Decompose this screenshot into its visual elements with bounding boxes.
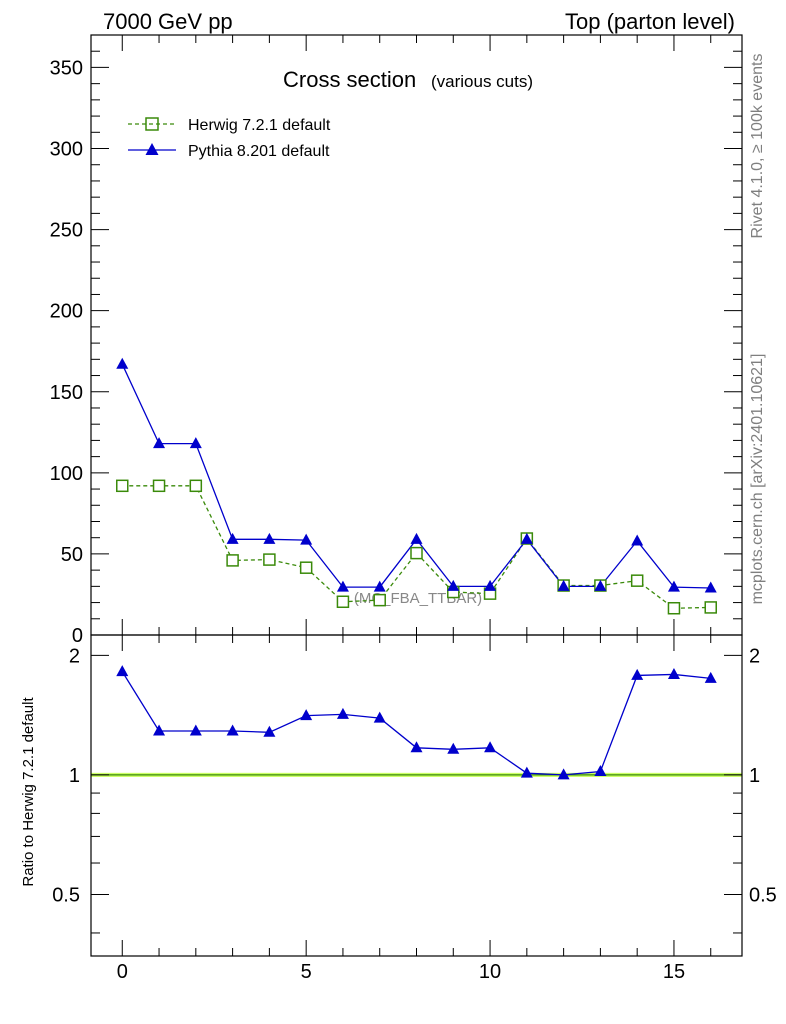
ratio-y-label: Ratio to Herwig 7.2.1 default — [20, 697, 37, 887]
herwig-point — [667, 601, 681, 615]
header-right: Top (parton level) — [565, 9, 735, 34]
ratio-pythia-point — [594, 764, 607, 776]
ratio-pythia-point — [226, 724, 239, 736]
ratio-pythia-point — [263, 725, 276, 737]
legend: Herwig 7.2.1 default Pythia 8.201 defaul… — [128, 117, 331, 160]
herwig-point — [336, 595, 350, 609]
herwig-point — [410, 546, 423, 560]
ratio-pythia-point — [189, 724, 202, 736]
y-tick-label: 100 — [50, 463, 83, 485]
chart-title: Cross section — [283, 67, 416, 92]
ratio-y-tick-label: 1 — [69, 765, 80, 787]
ratio-pythia-point — [667, 667, 680, 679]
pythia-point — [189, 437, 202, 449]
pythia-point — [447, 579, 460, 591]
ratio-y-tick-label: 2 — [69, 645, 80, 667]
pythia-point — [520, 532, 533, 544]
herwig-series-line — [122, 485, 711, 609]
header-left: 7000 GeV pp — [103, 9, 233, 34]
ratio-pythia-point — [557, 768, 570, 780]
legend-herwig-label: Herwig 7.2.1 default — [188, 117, 331, 134]
pythia-point — [557, 579, 570, 591]
ratio-pythia-point — [631, 668, 644, 680]
y-tick-label: 350 — [50, 57, 83, 79]
pythia-point — [226, 532, 239, 544]
pythia-point — [153, 437, 166, 449]
herwig-point — [630, 574, 644, 587]
ratio-pythia-line — [121, 671, 711, 776]
ratio-pythia-point — [410, 741, 423, 753]
legend-herwig-marker — [145, 117, 159, 131]
x-tick-label: 10 — [479, 961, 501, 983]
y-tick-label: 200 — [50, 301, 83, 323]
ratio-pythia-point — [520, 766, 533, 778]
ratio-pythia-point — [153, 724, 166, 736]
ratio-plot-frame — [90, 634, 743, 957]
ratio-pythia-point — [300, 709, 313, 721]
legend-pythia-marker — [145, 143, 159, 155]
chart-subtitle: (various cuts) — [431, 72, 533, 91]
ratio-pythia-point — [336, 707, 349, 719]
x-tick-label: 15 — [663, 961, 685, 983]
herwig-point — [263, 553, 276, 566]
pythia-point — [263, 532, 276, 544]
pythia-point — [667, 580, 680, 592]
rivet-label: Rivet 4.1.0, ≥ 100k events — [749, 54, 766, 239]
x-tick-label: 5 — [301, 961, 312, 983]
pythia-point — [594, 579, 607, 591]
y-tick-label: 50 — [61, 544, 83, 566]
pythia-point — [410, 532, 423, 544]
ratio-pythia-point — [116, 665, 129, 677]
pythia-point — [704, 581, 717, 593]
y-tick-label: 0 — [72, 625, 83, 647]
pythia-point — [631, 534, 644, 546]
ratio-pythia-point — [373, 711, 386, 723]
mcplots-label: mcplots.cern.ch [arXiv:2401.10621] — [749, 354, 766, 605]
y-tick-label: 250 — [50, 220, 83, 242]
y-tick-label: 150 — [50, 382, 83, 404]
herwig-point — [152, 479, 166, 493]
herwig-point — [189, 479, 203, 493]
legend-pythia-label: Pythia 8.201 default — [188, 143, 330, 160]
ratio-pythia-point — [447, 742, 460, 754]
ratio-pythia-point — [484, 741, 497, 753]
ratio-y-tick-label: 0.5 — [52, 884, 80, 906]
herwig-point — [226, 554, 239, 567]
pythia-point — [300, 533, 313, 545]
y-tick-label: 300 — [50, 139, 83, 161]
herwig-point — [704, 601, 717, 614]
herwig-point — [373, 593, 386, 607]
ratio-y-tick-label-right: 0.5 — [749, 884, 777, 906]
pythia-point — [336, 580, 349, 592]
pythia-point — [373, 580, 386, 592]
ratio-pythia-point — [704, 671, 717, 683]
pythia-point — [484, 579, 497, 591]
ratio-y-tick-label-right: 1 — [749, 765, 760, 787]
ratio-y-tick-label-right: 2 — [749, 645, 760, 667]
herwig-point — [299, 561, 313, 574]
x-tick-label: 0 — [117, 961, 128, 983]
herwig-point — [116, 479, 129, 493]
pythia-point — [116, 357, 129, 369]
